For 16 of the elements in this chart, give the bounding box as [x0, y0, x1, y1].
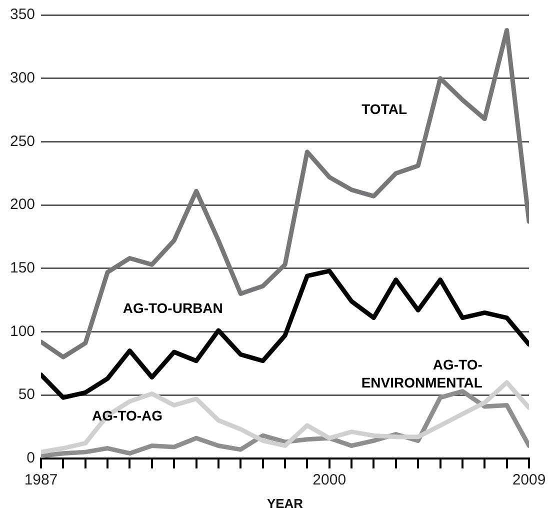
series-label: AG-TO-ENVIRONMENTAL: [361, 356, 483, 391]
x-tick-label: 2000: [312, 472, 346, 489]
y-tick-label: 0: [26, 450, 36, 467]
series-label: TOTAL: [362, 100, 408, 117]
y-tick-label: 250: [10, 132, 36, 150]
x-axis-title: YEAR: [266, 496, 304, 511]
y-tick-label: 150: [10, 260, 36, 277]
series-label: AG-TO-URBAN: [122, 300, 223, 316]
x-tick-label: 1987: [24, 472, 58, 489]
x-tick-label: 2009: [512, 472, 546, 489]
y-tick-label: 100: [10, 322, 36, 340]
y-tick-label: 350: [10, 6, 36, 24]
y-tick-label: 200: [10, 196, 36, 214]
y-tick-label: 300: [10, 69, 36, 86]
series-label: AG-TO-AG: [92, 407, 163, 424]
y-tick-label: 50: [18, 386, 36, 404]
